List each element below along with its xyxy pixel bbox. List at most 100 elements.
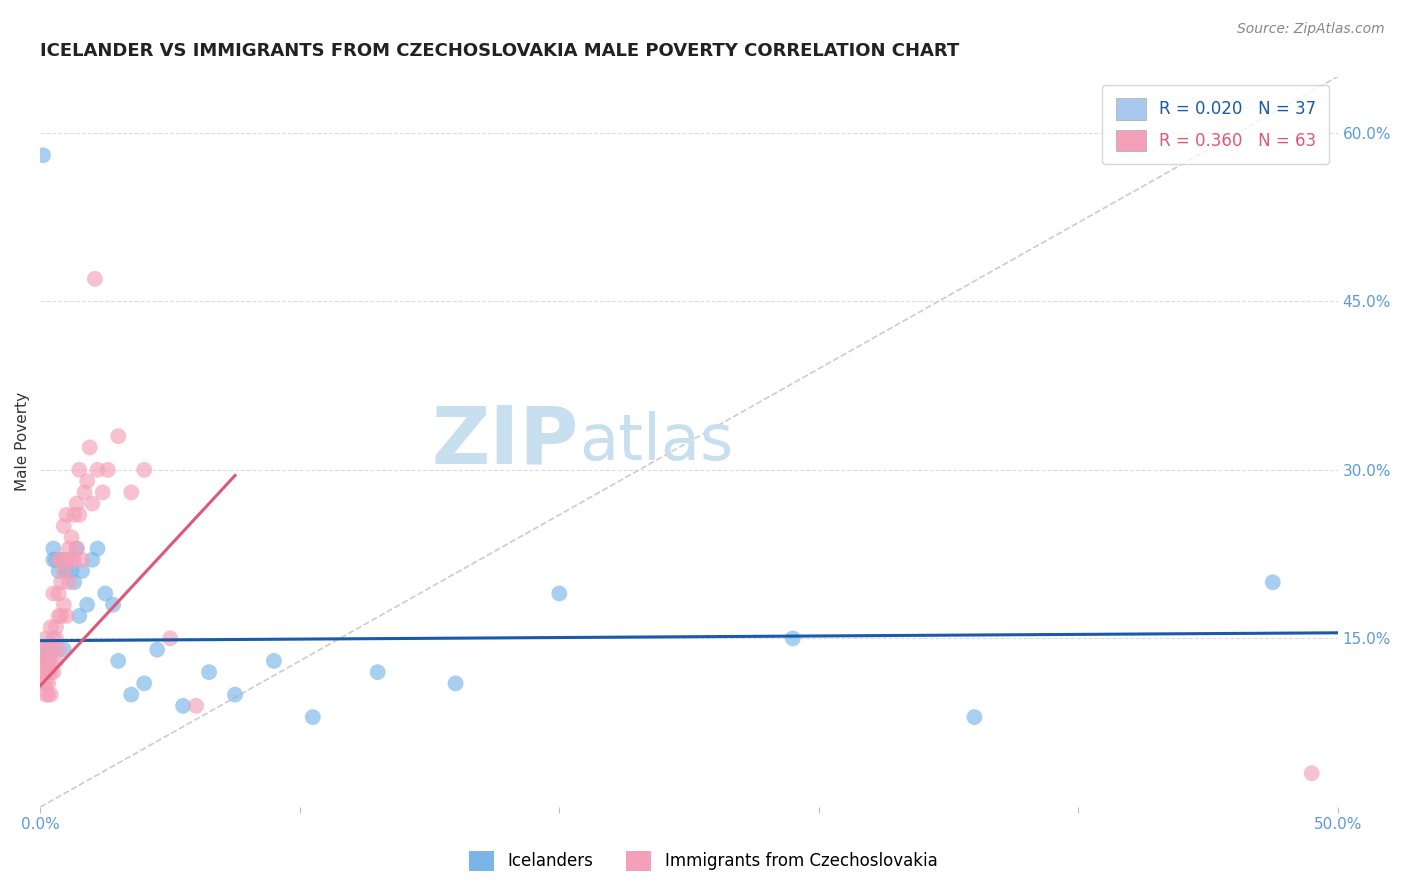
Point [55, 553, 77, 567]
Point [184, 698, 207, 713]
Point [1261, 575, 1284, 590]
Point [34, 642, 56, 657]
Point [51, 609, 73, 624]
Point [67, 609, 90, 624]
Point [39, 654, 62, 668]
Point [83, 272, 105, 286]
Point [32, 676, 55, 690]
Point [198, 665, 221, 680]
Point [45, 620, 67, 634]
Point [51, 553, 73, 567]
Point [32, 148, 55, 162]
Point [86, 541, 108, 556]
Point [45, 553, 67, 567]
Point [51, 575, 73, 590]
Point [94, 586, 117, 600]
Point [51, 553, 73, 567]
Point [67, 508, 90, 522]
Point [301, 710, 323, 724]
Point [82, 553, 104, 567]
Point [55, 508, 77, 522]
Point [367, 665, 389, 680]
Point [444, 676, 467, 690]
Point [34, 676, 56, 690]
Point [42, 586, 65, 600]
Point [107, 429, 129, 443]
Point [34, 654, 56, 668]
Point [34, 688, 56, 702]
Legend: Icelanders, Immigrants from Czechoslovakia: Icelanders, Immigrants from Czechoslovak… [460, 842, 946, 880]
Point [34, 665, 56, 680]
Point [963, 710, 986, 724]
Point [52, 642, 75, 657]
Point [76, 598, 98, 612]
Point [48, 553, 70, 567]
Point [63, 553, 86, 567]
Point [55, 564, 77, 578]
Point [70, 553, 93, 567]
Point [134, 676, 156, 690]
Point [52, 598, 75, 612]
Point [42, 541, 65, 556]
Point [86, 463, 108, 477]
Point [101, 598, 124, 612]
Point [172, 698, 194, 713]
Y-axis label: Male Poverty: Male Poverty [15, 392, 30, 491]
Point [32, 665, 55, 680]
Point [120, 485, 142, 500]
Point [97, 463, 120, 477]
Point [91, 485, 114, 500]
Point [52, 519, 75, 533]
Point [82, 497, 104, 511]
Point [42, 642, 65, 657]
Point [60, 564, 83, 578]
Point [548, 586, 571, 600]
Point [146, 642, 169, 657]
Point [37, 642, 59, 657]
Point [48, 586, 70, 600]
Point [39, 688, 62, 702]
Point [66, 541, 89, 556]
Point [73, 485, 96, 500]
Point [1301, 766, 1323, 780]
Point [55, 609, 77, 624]
Point [45, 632, 67, 646]
Text: ICELANDER VS IMMIGRANTS FROM CZECHOSLOVAKIA MALE POVERTY CORRELATION CHART: ICELANDER VS IMMIGRANTS FROM CZECHOSLOVA… [41, 42, 960, 60]
Point [48, 564, 70, 578]
Point [67, 463, 90, 477]
Legend: R = 0.020   N = 37, R = 0.360   N = 63: R = 0.020 N = 37, R = 0.360 N = 63 [1102, 85, 1329, 164]
Point [70, 564, 93, 578]
Point [37, 654, 59, 668]
Point [42, 665, 65, 680]
Point [224, 688, 246, 702]
Point [39, 642, 62, 657]
Point [66, 541, 89, 556]
Point [76, 474, 98, 488]
Point [159, 632, 181, 646]
Text: atlas: atlas [579, 411, 733, 473]
Point [32, 642, 55, 657]
Point [63, 575, 86, 590]
Point [32, 654, 55, 668]
Point [52, 564, 75, 578]
Text: ZIP: ZIP [432, 403, 579, 481]
Point [55, 553, 77, 567]
Point [782, 632, 804, 646]
Point [39, 665, 62, 680]
Point [37, 676, 59, 690]
Text: Source: ZipAtlas.com: Source: ZipAtlas.com [1237, 22, 1385, 37]
Point [58, 575, 80, 590]
Point [42, 553, 65, 567]
Point [63, 508, 86, 522]
Point [42, 632, 65, 646]
Point [39, 620, 62, 634]
Point [66, 497, 89, 511]
Point [34, 632, 56, 646]
Point [37, 654, 59, 668]
Point [37, 688, 59, 702]
Point [107, 654, 129, 668]
Point [58, 541, 80, 556]
Point [134, 463, 156, 477]
Point [37, 665, 59, 680]
Point [60, 530, 83, 544]
